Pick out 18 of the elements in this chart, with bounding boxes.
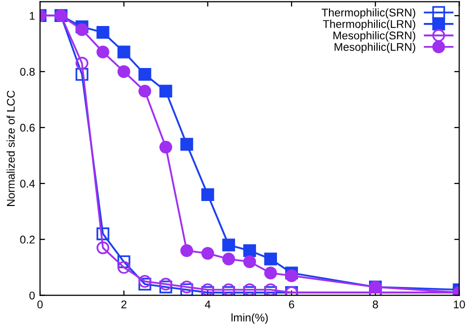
legend-label: Thermophilic(LRN) — [322, 20, 416, 30]
y-tick-label: 0.2 — [20, 236, 35, 244]
y-tick-label: 1 — [30, 12, 35, 20]
legend-label: Mesophilic(LRN) — [334, 42, 416, 54]
x-tick-label: 2 — [121, 300, 126, 308]
y-axis-title: Normalized size of LCC — [6, 90, 15, 206]
x-tick-label: 4 — [204, 300, 210, 308]
x-tick-label: 10 — [454, 300, 465, 308]
x-tick-label: 0 — [37, 300, 43, 308]
x-axis-title: lmin(%) — [232, 313, 268, 324]
legend-label: Thermophilic(SRN) — [322, 8, 416, 19]
x-tick-label: 8 — [372, 300, 378, 308]
y-tick-label: 0 — [29, 292, 35, 300]
y-tick-label: 0.4 — [20, 180, 35, 188]
y-tick-label: 0.8 — [20, 68, 35, 76]
y-tick-label: 0.6 — [20, 124, 35, 132]
x-tick-label: 6 — [289, 300, 294, 308]
legend-label: Mesophilic(SRN) — [333, 31, 416, 42]
